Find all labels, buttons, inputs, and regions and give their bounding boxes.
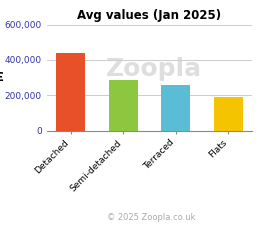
Title: Avg values (Jan 2025): Avg values (Jan 2025) xyxy=(77,9,222,22)
Text: © 2025 Zoopla.co.uk: © 2025 Zoopla.co.uk xyxy=(107,214,195,223)
Text: Zoopla: Zoopla xyxy=(106,57,202,81)
Bar xyxy=(214,97,243,130)
Bar xyxy=(161,85,190,130)
Bar xyxy=(109,80,138,130)
Bar xyxy=(56,53,85,130)
Y-axis label: £: £ xyxy=(0,71,4,84)
